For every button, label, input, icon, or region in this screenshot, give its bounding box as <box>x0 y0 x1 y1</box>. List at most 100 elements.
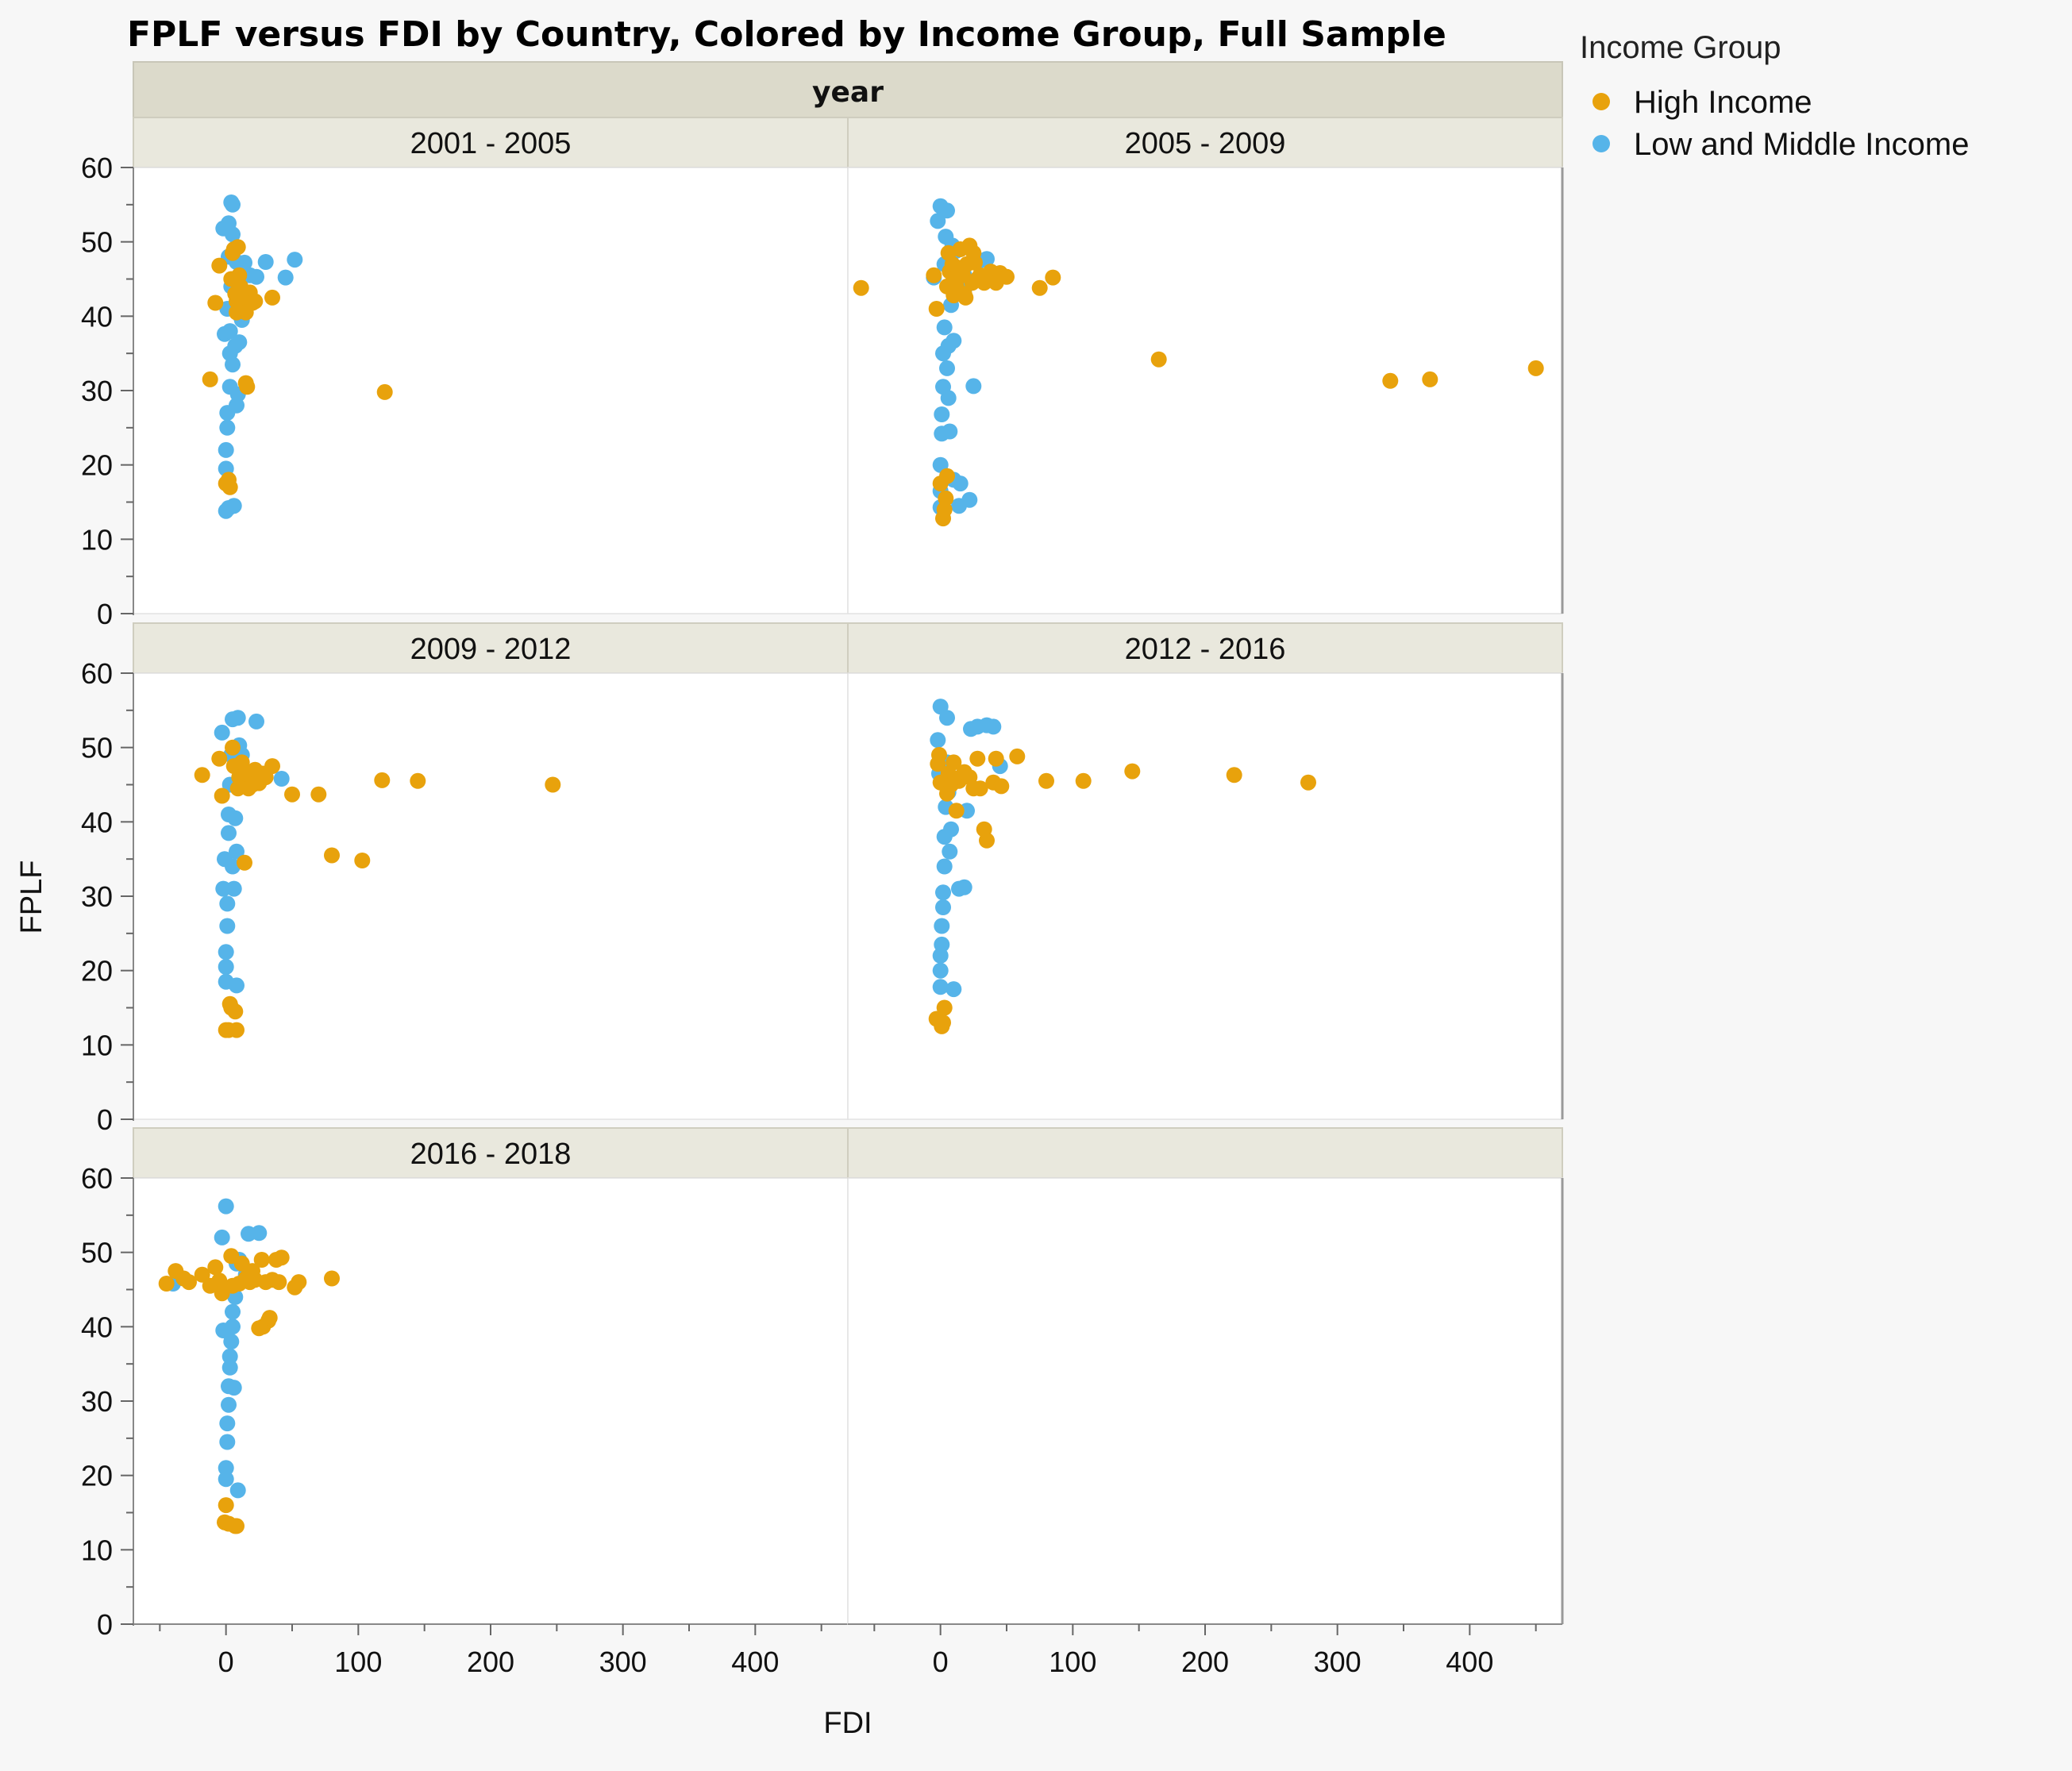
data-point-high-income <box>264 289 280 306</box>
data-point-low-middle-income <box>935 884 951 901</box>
data-point-low-middle-income <box>985 718 1002 735</box>
panel-6: 0 100 200 300 400 <box>847 1127 1564 1678</box>
data-point-low-middle-income <box>214 1229 230 1245</box>
data-point-high-income <box>225 739 241 756</box>
data-point-high-income <box>928 301 945 317</box>
data-point-low-middle-income <box>219 918 236 934</box>
x-tick-label: 400 <box>731 1646 779 1678</box>
y-tick-label: 40 <box>81 806 113 838</box>
y-axis-title: FPLF <box>15 860 48 934</box>
legend-marker-high-income <box>1593 93 1610 110</box>
data-point-low-middle-income <box>277 269 294 286</box>
y-tick-label: 50 <box>81 1237 113 1269</box>
legend-label-low-middle-income: Low and Middle Income <box>1634 127 1969 162</box>
data-point-low-middle-income <box>940 390 957 406</box>
data-point-high-income <box>354 853 371 868</box>
data-point-low-middle-income <box>218 1460 234 1476</box>
data-point-high-income <box>324 1270 340 1287</box>
data-point-low-middle-income <box>942 423 958 440</box>
data-point-low-middle-income <box>237 254 252 271</box>
facet-header <box>133 61 1563 118</box>
data-point-low-middle-income <box>939 360 955 376</box>
data-point-low-middle-income <box>225 226 241 243</box>
data-point-high-income <box>211 257 228 274</box>
data-point-low-middle-income <box>225 356 241 373</box>
data-point-high-income <box>261 1310 278 1326</box>
data-point-high-income <box>211 750 228 767</box>
y-tick-label: 50 <box>81 732 113 764</box>
data-point-low-middle-income <box>930 213 946 229</box>
data-point-high-income <box>207 1259 224 1276</box>
panel-strip-label: 2001 - 2005 <box>410 127 572 160</box>
data-point-low-middle-income <box>936 319 953 336</box>
data-point-high-income <box>324 847 340 864</box>
data-point-high-income <box>202 371 218 387</box>
data-point-low-middle-income <box>218 1471 234 1488</box>
data-point-low-middle-income <box>229 843 245 860</box>
data-point-high-income <box>211 1272 228 1289</box>
data-point-high-income <box>221 479 238 495</box>
data-point-high-income <box>207 295 224 311</box>
data-point-high-income <box>264 758 280 775</box>
x-tick-label: 0 <box>218 1646 234 1678</box>
data-point-low-middle-income <box>223 1334 240 1350</box>
panel-strip <box>847 622 1563 674</box>
data-point-high-income <box>229 1022 245 1038</box>
data-point-high-income <box>284 786 300 803</box>
data-point-high-income <box>935 1014 951 1031</box>
data-point-high-income <box>1045 269 1061 286</box>
y-tick-label: 60 <box>81 657 113 690</box>
data-point-low-middle-income <box>227 810 244 826</box>
data-point-low-middle-income <box>251 1225 268 1242</box>
data-point-high-income <box>1150 351 1167 368</box>
data-point-high-income <box>1031 279 1048 296</box>
y-tick-label: 20 <box>81 955 113 988</box>
data-point-high-income <box>926 267 942 283</box>
legend-title: Income Group <box>1580 30 1781 65</box>
data-point-high-income <box>948 803 965 819</box>
y-tick-label: 20 <box>81 449 113 482</box>
y-tick-label: 10 <box>81 523 113 556</box>
data-point-low-middle-income <box>214 724 230 741</box>
data-point-low-middle-income <box>936 858 953 875</box>
data-point-high-income <box>972 780 988 797</box>
data-point-high-income <box>1382 372 1399 389</box>
data-point-high-income <box>999 268 1015 285</box>
data-point-low-middle-income <box>939 202 955 219</box>
plot-area <box>847 167 1563 614</box>
panel-strip-label: 2009 - 2012 <box>410 633 572 666</box>
y-tick-label: 30 <box>81 880 113 913</box>
data-point-low-middle-income <box>229 1482 246 1499</box>
data-point-high-income <box>1075 772 1092 789</box>
data-point-high-income <box>237 854 252 871</box>
data-point-high-income <box>273 1249 290 1266</box>
data-point-low-middle-income <box>934 918 950 934</box>
y-tick-label: 0 <box>97 1608 113 1641</box>
data-point-high-income <box>1422 371 1438 387</box>
data-point-high-income <box>410 772 426 789</box>
data-point-low-middle-income <box>218 944 234 961</box>
chart-title: FPLF versus FDI by Country, Colored by I… <box>127 14 1446 55</box>
data-point-low-middle-income <box>219 895 236 912</box>
data-point-low-middle-income <box>248 268 264 285</box>
panel-1: 2001 - 2005 0 10 20 30 40 50 60 <box>81 117 849 630</box>
data-point-low-middle-income <box>273 771 290 787</box>
data-point-high-income <box>247 293 264 310</box>
data-point-high-income <box>1009 748 1026 764</box>
data-point-high-income <box>1124 763 1141 780</box>
data-point-low-middle-income <box>219 419 236 436</box>
panel-strip <box>133 117 849 168</box>
data-point-low-middle-income <box>218 1198 234 1215</box>
data-point-high-income <box>291 1274 307 1291</box>
x-tick-label: 300 <box>1314 1646 1361 1678</box>
plot-area <box>847 1177 1563 1625</box>
y-tick-label: 20 <box>81 1460 113 1492</box>
data-point-low-middle-income <box>932 979 949 995</box>
data-point-low-middle-income <box>287 252 303 268</box>
y-tick-label: 0 <box>97 1103 113 1136</box>
data-point-low-middle-income <box>221 1359 238 1376</box>
legend-marker-low-middle-income <box>1593 135 1610 152</box>
data-point-low-middle-income <box>221 1348 238 1365</box>
data-point-high-income <box>853 279 869 296</box>
